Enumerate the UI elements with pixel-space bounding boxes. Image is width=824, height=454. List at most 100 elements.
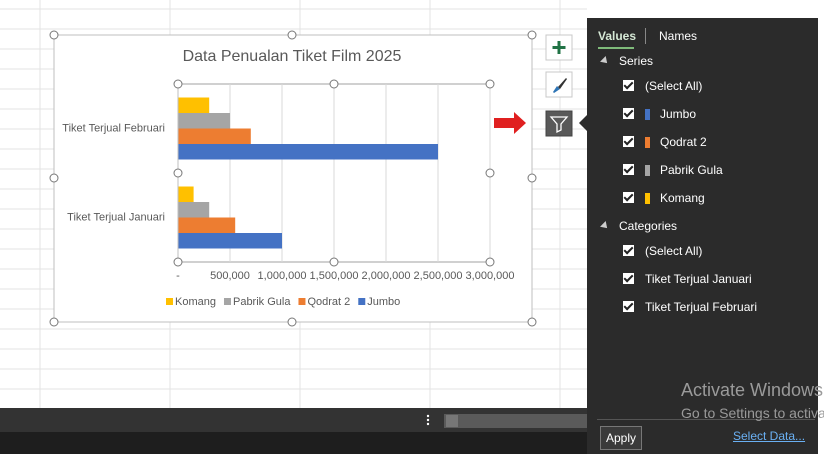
categories-heading: Categories <box>587 216 818 236</box>
legend-swatch <box>358 298 366 305</box>
series-swatch <box>645 137 650 148</box>
x-tick-label: 1,500,000 <box>310 270 359 282</box>
filter-item-label: (Select All) <box>645 79 703 93</box>
filter-item[interactable]: Jumbo <box>587 104 818 124</box>
bar <box>178 186 194 202</box>
bar <box>178 217 236 233</box>
checkbox[interactable] <box>623 245 634 256</box>
plus-icon <box>552 41 566 54</box>
bar <box>178 128 251 144</box>
legend-label: Jumbo <box>367 296 400 308</box>
names-tab[interactable]: Names <box>659 29 698 43</box>
bar <box>178 233 282 249</box>
chart-filters-button[interactable] <box>545 110 573 137</box>
panel-pointer <box>579 115 587 131</box>
scroll-left[interactable] <box>446 415 458 427</box>
resize-handle[interactable] <box>49 173 59 183</box>
legend-label: Qodrat 2 <box>307 296 350 308</box>
checkbox[interactable] <box>623 301 634 312</box>
checkbox[interactable] <box>623 164 634 175</box>
legend-label: Komang <box>175 296 216 308</box>
chart-styles-button[interactable] <box>545 71 573 98</box>
taskbar <box>0 432 587 454</box>
filter-item-label: Komang <box>660 191 705 205</box>
bar <box>178 113 230 129</box>
chart-title: Data Penualan Tiket Film 2025 <box>183 48 402 65</box>
x-tick-label: - <box>176 270 180 282</box>
selection-handles <box>49 30 537 327</box>
series-swatch <box>645 165 650 176</box>
chart-buttons <box>494 34 587 137</box>
x-tick-label: 500,000 <box>210 270 250 282</box>
chart: - 500,000 1,000,000 1,500,000 2,000,000 2,500… <box>62 84 514 308</box>
brush-handle <box>558 78 567 89</box>
checkbox[interactable] <box>623 108 634 119</box>
filter-item-label: Jumbo <box>660 107 697 121</box>
tab-underline <box>598 47 634 49</box>
checkbox[interactable] <box>623 273 634 284</box>
horizontal-scrollbar[interactable] <box>444 414 587 428</box>
brush-icon <box>553 86 560 93</box>
select-data-link[interactable]: Select Data... <box>733 429 806 443</box>
values-tab[interactable]: Values <box>598 29 637 43</box>
x-tick-label: 2,000,000 <box>362 270 411 282</box>
filter-item-label: Pabrik Gula <box>660 163 723 177</box>
resize-handle[interactable] <box>173 168 183 178</box>
resize-handle[interactable] <box>485 79 495 89</box>
resize-handle[interactable] <box>329 79 339 89</box>
x-tick-label: 3,000,000 <box>466 270 515 282</box>
resize-handle[interactable] <box>287 317 297 327</box>
filter-item[interactable]: Qodrat 2 <box>587 132 818 152</box>
watermark-subtitle: Go to Settings to activate Windows. <box>681 405 824 421</box>
resize-handle[interactable] <box>527 317 537 327</box>
filter-item-label: Qodrat 2 <box>660 135 707 149</box>
bar <box>178 97 210 113</box>
legend-swatch <box>298 298 306 305</box>
resize-handle[interactable] <box>173 257 183 267</box>
panel-divider <box>597 419 815 420</box>
filter-item-label: Tiket Terjual Januari <box>645 272 752 286</box>
categories-heading-text: Categories <box>619 219 678 233</box>
checkbox[interactable] <box>623 80 634 91</box>
filter-item-label: Tiket Terjual Februari <box>645 300 758 314</box>
filter-icon <box>549 116 569 134</box>
y-tick-label: Tiket Terjual Januari <box>67 211 165 223</box>
filter-item[interactable]: Komang <box>587 188 818 208</box>
y-tick-label: Tiket Terjual Februari <box>62 122 165 134</box>
x-tick-label: 1,000,000 <box>258 270 307 282</box>
resize-handle[interactable] <box>49 317 59 327</box>
x-tick-label: 2,500,000 <box>414 270 463 282</box>
watermark-title: Activate Windows <box>681 380 824 400</box>
tab-separator <box>645 28 646 44</box>
filter-item[interactable]: Tiket Terjual Februari <box>587 297 818 317</box>
apply-button[interactable]: Apply <box>600 426 642 450</box>
resize-handle[interactable] <box>173 79 183 89</box>
red-arrow <box>494 112 526 134</box>
filter-item[interactable]: (Select All) <box>587 76 818 96</box>
resize-handle[interactable] <box>527 173 537 183</box>
filter-item[interactable]: Pabrik Gula <box>587 160 818 180</box>
series-swatch <box>645 109 650 120</box>
legend-label: Pabrik Gula <box>233 296 291 308</box>
filter-item[interactable]: (Select All) <box>587 241 818 261</box>
filter-item[interactable]: Tiket Terjual Januari <box>587 269 818 289</box>
resize-handle[interactable] <box>485 168 495 178</box>
series-swatch <box>645 193 650 204</box>
bar <box>178 202 210 218</box>
legend-swatch <box>166 298 173 305</box>
series-heading-text: Series <box>619 54 654 68</box>
chart-area[interactable] <box>53 34 533 323</box>
checkbox[interactable] <box>623 192 634 203</box>
resize-handle[interactable] <box>329 257 339 267</box>
resize-handle[interactable] <box>485 257 495 267</box>
bar <box>178 144 438 160</box>
resize-handle[interactable] <box>49 30 59 40</box>
checkbox[interactable] <box>623 136 634 147</box>
chart-filter-panel: Values Names Series (Select All) Jumbo Qod… <box>587 18 818 454</box>
filter-item-label: (Select All) <box>645 244 703 258</box>
resize-handle[interactable] <box>287 30 297 40</box>
resize-handle[interactable] <box>527 30 537 40</box>
legend-swatch <box>223 298 231 305</box>
